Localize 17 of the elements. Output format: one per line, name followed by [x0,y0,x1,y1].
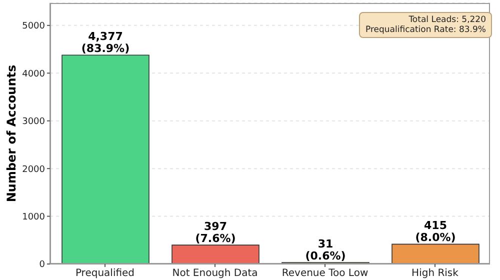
y-tick-label: 5000 [22,22,46,32]
data-label: 31 (0.6%) [305,238,346,263]
y-tick-label: 0 [39,260,46,270]
x-tick-label: Revenue Too Low [282,268,368,280]
x-tick-label: High Risk [412,268,459,280]
x-tick-label: Not Enough Data [172,268,258,280]
x-tick-label: Prequalified [75,268,135,280]
data-label: 397 (7.6%) [195,220,236,246]
annotation: Total Leads: 5,220 [408,15,486,25]
y-tick-label: 2000 [22,164,46,175]
annotation: Prequalification Rate: 83.9% [365,25,486,35]
data-label: 415 (8.0%) [415,219,456,244]
y-axis-title: Number of Accounts [4,64,18,202]
y-tick-label: 4000 [22,69,46,80]
y-tick-label: 1000 [22,212,46,222]
data-label: 4,377 (83.9%) [81,30,130,56]
y-tick-label: 3000 [22,117,46,128]
